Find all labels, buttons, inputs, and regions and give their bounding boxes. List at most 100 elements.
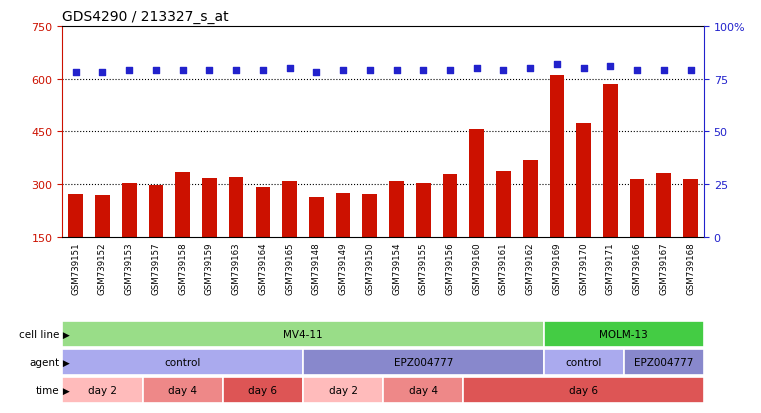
Text: GSM739162: GSM739162 [526, 242, 535, 294]
Text: time: time [36, 385, 59, 395]
Bar [303, 377, 384, 403]
Point [70, 70, 82, 76]
Point [284, 66, 296, 72]
Text: GSM739157: GSM739157 [151, 242, 161, 294]
Bar [543, 349, 624, 375]
Point [150, 68, 162, 74]
Bar [389, 182, 404, 290]
Text: day 2: day 2 [88, 385, 117, 395]
Point [658, 68, 670, 74]
Text: GSM739158: GSM739158 [178, 242, 187, 294]
Point [123, 68, 135, 74]
Bar [384, 377, 463, 403]
Text: GSM739160: GSM739160 [473, 242, 481, 294]
Bar [223, 377, 303, 403]
Bar [603, 85, 618, 290]
Point [684, 68, 696, 74]
Text: day 6: day 6 [248, 385, 277, 395]
Bar [543, 321, 704, 347]
Text: day 4: day 4 [409, 385, 438, 395]
Point [631, 68, 643, 74]
Text: GSM739155: GSM739155 [419, 242, 428, 294]
Text: GSM739164: GSM739164 [259, 242, 267, 294]
Bar [443, 174, 457, 290]
Text: GSM739163: GSM739163 [231, 242, 240, 294]
Point [498, 68, 510, 74]
Point [230, 68, 242, 74]
Point [203, 68, 215, 74]
Point [256, 68, 269, 74]
Point [524, 66, 537, 72]
Text: day 4: day 4 [168, 385, 197, 395]
Bar [657, 173, 671, 290]
Text: GSM739167: GSM739167 [659, 242, 668, 294]
Bar [362, 195, 377, 290]
Text: GSM739159: GSM739159 [205, 242, 214, 294]
Point [444, 68, 456, 74]
Text: GSM739165: GSM739165 [285, 242, 294, 294]
Point [310, 70, 323, 76]
Bar [549, 76, 564, 290]
Text: GSM739154: GSM739154 [392, 242, 401, 294]
Text: GSM739170: GSM739170 [579, 242, 588, 294]
Text: control: control [565, 357, 602, 367]
Bar [336, 194, 350, 290]
Point [470, 66, 482, 72]
Bar [303, 349, 543, 375]
Text: GSM739151: GSM739151 [72, 242, 80, 294]
Bar [496, 171, 511, 290]
Bar [630, 180, 645, 290]
Text: GSM739169: GSM739169 [552, 242, 562, 294]
Bar [416, 183, 431, 290]
Bar [470, 129, 484, 290]
Text: GSM739153: GSM739153 [125, 242, 134, 294]
Point [417, 68, 429, 74]
Text: GSM739149: GSM739149 [339, 242, 348, 294]
Text: GSM739161: GSM739161 [499, 242, 508, 294]
Text: GSM739168: GSM739168 [686, 242, 695, 294]
Text: GSM739150: GSM739150 [365, 242, 374, 294]
Bar [576, 123, 591, 290]
Bar [62, 377, 142, 403]
Text: EPZ004777: EPZ004777 [634, 357, 693, 367]
Bar [256, 188, 270, 290]
Text: agent: agent [29, 357, 59, 367]
Text: day 6: day 6 [569, 385, 598, 395]
Point [390, 68, 403, 74]
Point [364, 68, 376, 74]
Bar [175, 173, 190, 290]
Bar [309, 197, 323, 290]
Bar [62, 349, 303, 375]
Point [177, 68, 189, 74]
Bar [95, 195, 110, 290]
Text: GSM739148: GSM739148 [312, 242, 321, 294]
Bar [62, 321, 543, 347]
Text: GSM739152: GSM739152 [98, 242, 107, 294]
Bar [122, 183, 136, 290]
Bar [683, 179, 698, 290]
Text: ▶: ▶ [60, 358, 70, 367]
Point [551, 62, 563, 68]
Point [578, 66, 590, 72]
Bar [68, 195, 83, 290]
Bar [202, 178, 217, 290]
Bar [229, 177, 244, 290]
Bar [523, 161, 537, 290]
Bar [148, 185, 164, 290]
Text: control: control [164, 357, 201, 367]
Text: MOLM-13: MOLM-13 [600, 329, 648, 339]
Point [604, 64, 616, 70]
Text: cell line: cell line [19, 329, 59, 339]
Point [97, 70, 109, 76]
Text: ▶: ▶ [60, 386, 70, 395]
Point [337, 68, 349, 74]
Bar [624, 349, 704, 375]
Bar [142, 377, 223, 403]
Text: GSM739156: GSM739156 [445, 242, 454, 294]
Text: GDS4290 / 213327_s_at: GDS4290 / 213327_s_at [62, 10, 229, 24]
Text: GSM739171: GSM739171 [606, 242, 615, 294]
Text: GSM739166: GSM739166 [632, 242, 642, 294]
Bar [463, 377, 704, 403]
Text: day 2: day 2 [329, 385, 358, 395]
Text: ▶: ▶ [60, 330, 70, 339]
